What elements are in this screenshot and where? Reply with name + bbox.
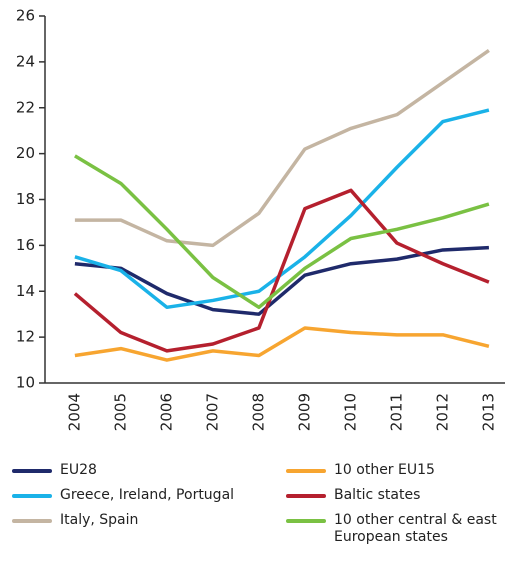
legend-item: 10 other central & east European states (278, 512, 514, 546)
y-tick-label: 14 (16, 282, 35, 300)
legend-swatch (286, 494, 326, 498)
x-tick-label: 2010 (341, 393, 359, 431)
y-tick-label: 12 (16, 328, 35, 346)
x-tick-label: 2012 (433, 393, 451, 431)
legend-item: Italy, Spain (0, 512, 278, 546)
legend: EU28 10 other EU15 Greece, Ireland, Portug… (0, 462, 514, 546)
series-line (74, 48, 490, 248)
legend-label: Baltic states (334, 487, 421, 503)
series-line (74, 326, 490, 362)
legend-item: Greece, Ireland, Portugal (0, 487, 278, 504)
x-tick-label: 2006 (157, 393, 175, 431)
y-tick-label: 16 (16, 236, 35, 254)
series-line (73, 188, 490, 353)
y-tick-label: 10 (16, 374, 35, 392)
y-tick-label: 24 (16, 52, 35, 70)
legend-swatch (286, 519, 326, 523)
y-tick-label: 18 (16, 190, 35, 208)
x-tick-label: 2004 (65, 393, 83, 431)
legend-item: 10 other EU15 (278, 462, 514, 479)
x-tick-label: 2007 (203, 393, 221, 431)
legend-label: Greece, Ireland, Portugal (60, 487, 235, 503)
x-tick-label: 2013 (479, 393, 497, 431)
legend-item: Baltic states (278, 487, 514, 504)
series-line (74, 108, 490, 310)
legend-swatch (12, 519, 52, 523)
y-tick-label: 22 (16, 98, 35, 116)
legend-label: Italy, Spain (60, 512, 139, 528)
y-tick-label: 20 (16, 144, 35, 162)
legend-swatch (286, 469, 326, 473)
legend-swatch (12, 469, 52, 473)
x-tick-label: 2009 (295, 393, 313, 431)
x-tick-label: 2008 (249, 393, 267, 431)
series-line (74, 154, 490, 310)
legend-swatch (12, 494, 52, 498)
x-tick-label: 2005 (111, 393, 129, 431)
legend-label: EU28 (60, 462, 97, 478)
legend-item: EU28 (0, 462, 278, 479)
legend-label: 10 other central & east European states (334, 512, 497, 545)
chart: 10 12 14 16 18 20 22 24 26 2004 2005 2006 2007 2008 20… (16, 7, 505, 431)
x-tick-label: 2011 (387, 393, 405, 431)
y-tick-label: 26 (16, 7, 35, 25)
legend-label: 10 other EU15 (334, 462, 435, 478)
